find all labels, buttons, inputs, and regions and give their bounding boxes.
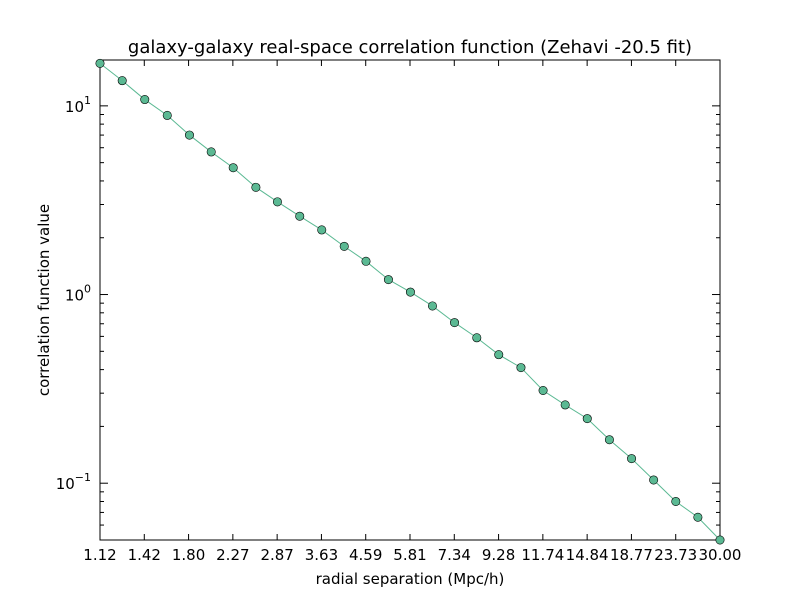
x-tick-label: 2.87: [260, 546, 293, 564]
x-tick-label: 3.63: [305, 546, 338, 564]
data-point: [361, 256, 371, 266]
data-point: [162, 110, 172, 120]
data-point: [671, 496, 681, 506]
data-point: [140, 95, 150, 105]
data-point: [405, 287, 415, 297]
x-tick-label: 1.42: [128, 546, 161, 564]
data-point: [317, 225, 327, 235]
x-tick-label: 4.59: [349, 546, 382, 564]
x-tick-label: 11.74: [521, 546, 564, 564]
data-point: [582, 414, 592, 424]
data-point: [339, 241, 349, 251]
x-tick-label: 1.12: [83, 546, 116, 564]
data-point: [693, 512, 703, 522]
x-tick-label: 1.80: [172, 546, 205, 564]
x-tick-label: 18.77: [610, 546, 653, 564]
data-point: [516, 363, 526, 373]
y-axis-ticks: 10−1 100 101: [56, 94, 720, 541]
data-point: [472, 333, 482, 343]
data-point: [251, 182, 261, 192]
data-point: [228, 163, 238, 173]
data-point: [450, 318, 460, 328]
data-point: [117, 76, 127, 86]
series-group: [95, 58, 725, 545]
data-point: [383, 275, 393, 285]
x-tick-label: 9.28: [482, 546, 515, 564]
y-axis-label: correlation function value: [35, 204, 53, 396]
data-point: [427, 301, 437, 311]
x-tick-label: 7.34: [438, 546, 471, 564]
data-point: [206, 147, 216, 157]
data-point: [184, 130, 194, 140]
y-tick-label: 100: [65, 283, 91, 305]
x-tick-label: 5.81: [393, 546, 426, 564]
x-tick-label: 23.73: [654, 546, 697, 564]
x-axis-label: radial separation (Mpc/h): [316, 570, 505, 588]
data-point: [538, 385, 548, 395]
y-tick-label: 10−1: [56, 471, 91, 493]
data-point: [494, 350, 504, 360]
data-point: [560, 400, 570, 410]
data-point: [272, 197, 282, 207]
data-point: [604, 435, 614, 445]
x-tick-label: 30.00: [699, 546, 742, 564]
y-tick-label: 101: [65, 94, 91, 116]
data-point: [715, 535, 725, 545]
chart-title: galaxy-galaxy real-space correlation fun…: [128, 37, 692, 58]
x-tick-label: 2.27: [216, 546, 249, 564]
data-point: [627, 454, 637, 464]
x-tick-label: 14.84: [566, 546, 609, 564]
data-point: [649, 475, 659, 485]
x-axis-ticks: 1.12 1.42 1.80 2.27 2.87 3.63 4.59 5.81 7.34 9.28…: [83, 60, 741, 564]
data-point: [295, 211, 305, 221]
data-point: [95, 58, 105, 68]
